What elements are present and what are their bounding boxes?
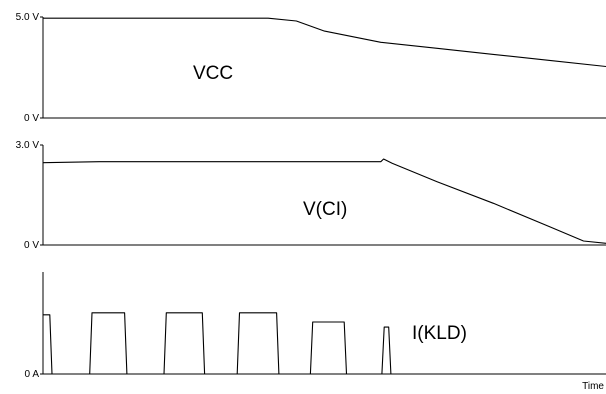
vcc-label: VCC <box>193 63 233 84</box>
vci-label: V(CI) <box>303 199 347 220</box>
ikld-label: I(KLD) <box>412 323 467 344</box>
vci-zero-tick-label: 0 V <box>24 240 39 251</box>
panel-vcc: 5.0 V 0 V VCC <box>16 12 606 124</box>
ikld-trace <box>43 312 606 375</box>
vcc-zero-tick-label: 0 V <box>24 113 39 124</box>
vcc-max-tick-label: 5.0 V <box>16 12 40 23</box>
vci-trace <box>42 158 606 244</box>
vci-max-tick-label: 3.0 V <box>16 140 40 151</box>
x-axis-label: Time <box>582 381 604 392</box>
panel-vci: 3.0 V 0 V V(CI) <box>16 140 606 251</box>
ikld-zero-tick-label: 0 A <box>25 369 40 380</box>
vcc-trace <box>43 17 606 68</box>
panel-ikld: 0 A I(KLD) Time <box>25 272 606 392</box>
